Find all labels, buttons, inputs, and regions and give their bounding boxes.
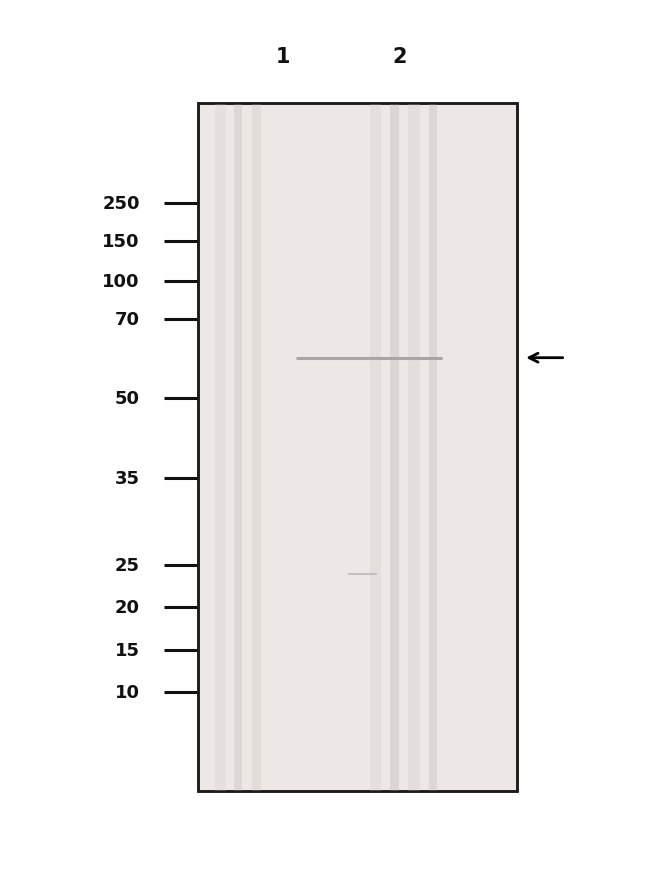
Bar — [370, 104, 381, 791]
Text: 100: 100 — [102, 272, 140, 290]
Text: 1: 1 — [276, 47, 290, 66]
Text: 150: 150 — [102, 233, 140, 250]
Bar — [429, 104, 437, 791]
Text: 25: 25 — [115, 557, 140, 574]
Bar — [390, 104, 399, 791]
Bar — [198, 104, 517, 791]
Text: 20: 20 — [115, 598, 140, 616]
Bar — [252, 104, 261, 791]
Bar — [408, 104, 420, 791]
Text: 35: 35 — [115, 469, 140, 488]
Text: 250: 250 — [102, 195, 140, 213]
Text: 70: 70 — [115, 311, 140, 328]
Bar — [214, 104, 226, 791]
Text: 50: 50 — [115, 389, 140, 407]
Text: 2: 2 — [393, 47, 407, 66]
Text: 15: 15 — [115, 641, 140, 659]
Bar — [234, 104, 242, 791]
Bar — [198, 104, 517, 791]
Text: 10: 10 — [115, 684, 140, 701]
